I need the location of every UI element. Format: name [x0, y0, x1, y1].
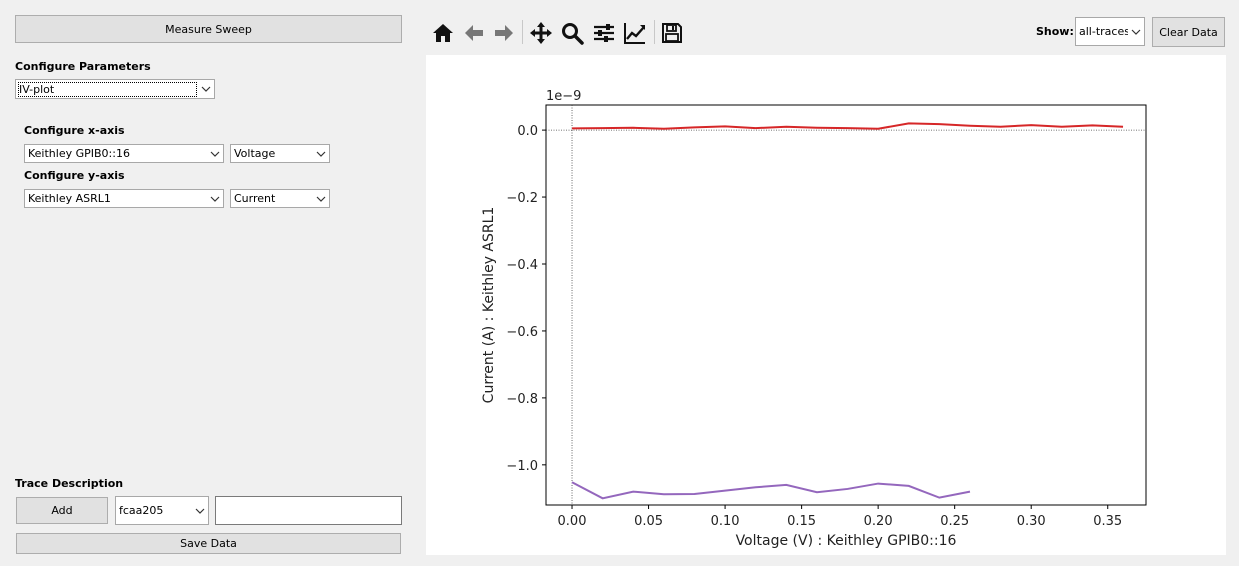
chevron-down-icon — [313, 190, 329, 207]
axes-frame — [545, 104, 1147, 506]
y-tick-label: −0.8 — [506, 392, 538, 407]
x-quantity-select[interactable]: Voltage — [230, 144, 330, 163]
pan-icon[interactable] — [527, 19, 555, 47]
chevron-down-icon — [198, 80, 214, 98]
x-tick-label: 0.35 — [1093, 514, 1122, 529]
y-axis-title: Current (A) : Keithley ASRL1 — [481, 207, 497, 404]
home-icon[interactable] — [429, 19, 457, 47]
x-axis-title: Voltage (V) : Keithley GPIB0::16 — [736, 533, 957, 549]
chevron-down-icon — [207, 145, 223, 162]
x-tick-label: 0.10 — [711, 514, 740, 529]
y-offset-label: 1e−9 — [546, 89, 581, 104]
x-tick-label: 0.30 — [1017, 514, 1046, 529]
toolbar-separator — [654, 20, 655, 44]
y-quantity-select[interactable]: Current — [230, 189, 330, 208]
y-instrument-value: Keithley ASRL1 — [28, 192, 111, 205]
trace-select-value: fcaa205 — [119, 504, 164, 517]
y-instrument-select[interactable]: Keithley ASRL1 — [24, 189, 224, 208]
edit-axis-icon[interactable] — [621, 19, 649, 47]
back-arrow-icon[interactable] — [460, 19, 488, 47]
y-tick-label: −0.4 — [506, 258, 538, 273]
parameter-select-value: IV-plot — [18, 81, 197, 97]
y-tick-label: 0.0 — [517, 124, 538, 139]
configure-x-axis-label: Configure x-axis — [24, 124, 125, 137]
series-line-2 — [571, 481, 971, 500]
y-quantity-value: Current — [234, 192, 276, 205]
chevron-down-icon — [313, 145, 329, 162]
x-instrument-select[interactable]: Keithley GPIB0::16 — [24, 144, 224, 163]
iv-chart: 1e−9 0.00 0.05 0.10 0.15 0.20 0.25 0.30 0.35 0.… — [481, 89, 1147, 549]
series-line-1 — [572, 122, 1124, 130]
x-instrument-value: Keithley GPIB0::16 — [28, 147, 130, 160]
chevron-down-icon — [207, 190, 223, 207]
x-tick-label: 0.20 — [864, 514, 893, 529]
show-traces-value: all-traces — [1079, 25, 1128, 38]
configure-parameters-label: Configure Parameters — [15, 60, 151, 73]
x-tick-label: 0.05 — [634, 514, 663, 529]
y-tick-label: −0.6 — [506, 325, 538, 340]
chevron-down-icon — [192, 497, 208, 524]
trace-select[interactable]: fcaa205 — [115, 496, 209, 525]
measure-sweep-button[interactable]: Measure Sweep — [15, 15, 402, 43]
x-tick-label: 0.15 — [787, 514, 816, 529]
configure-y-axis-label: Configure y-axis — [24, 169, 125, 182]
trace-description-label: Trace Description — [15, 477, 124, 490]
forward-arrow-icon[interactable] — [490, 19, 518, 47]
show-traces-select[interactable]: all-traces — [1075, 17, 1145, 46]
clear-data-button[interactable]: Clear Data — [1152, 17, 1225, 47]
plot-canvas[interactable]: 1e−9 0.00 0.05 0.10 0.15 0.20 0.25 0.30 0.35 0.… — [426, 55, 1226, 555]
parameter-select[interactable]: IV-plot — [15, 79, 215, 99]
trace-description-input[interactable] — [215, 496, 402, 525]
x-tick-label: 0.25 — [940, 514, 969, 529]
save-data-button[interactable]: Save Data — [16, 533, 401, 554]
save-figure-icon[interactable] — [658, 19, 686, 47]
chevron-down-icon — [1128, 18, 1144, 45]
x-tick-label: 0.00 — [558, 514, 587, 529]
toolbar-separator — [522, 20, 523, 44]
add-trace-button[interactable]: Add — [16, 497, 108, 524]
zoom-icon[interactable] — [558, 19, 586, 47]
y-tick-label: −1.0 — [506, 459, 538, 474]
show-label: Show: — [1036, 25, 1074, 38]
x-quantity-value: Voltage — [234, 147, 276, 160]
configure-subplots-icon[interactable] — [590, 19, 618, 47]
y-tick-label: −0.2 — [506, 191, 538, 206]
